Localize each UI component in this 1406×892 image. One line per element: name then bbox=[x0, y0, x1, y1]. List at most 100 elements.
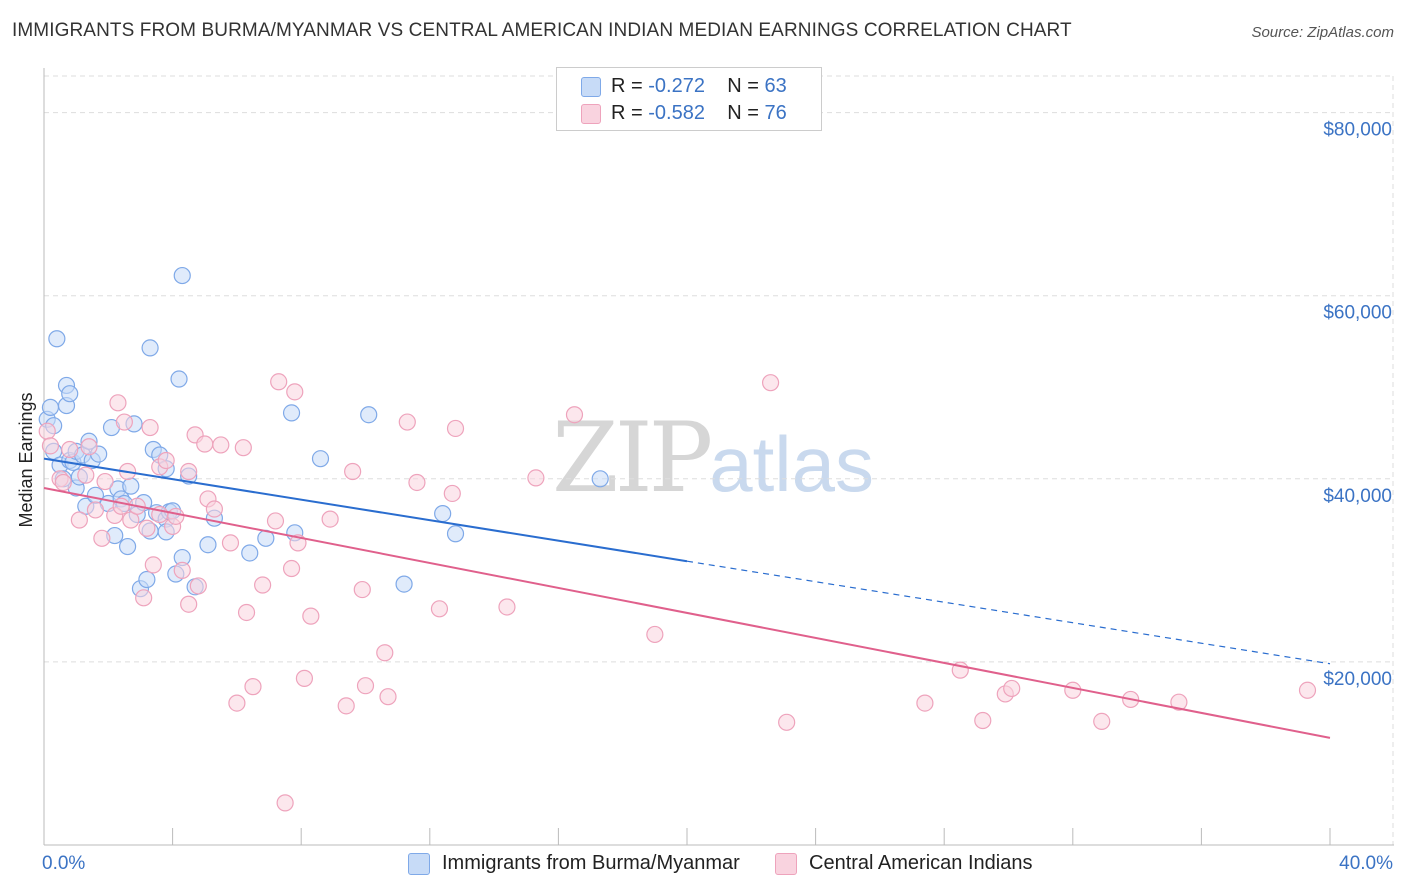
legend-n-label: N = bbox=[727, 75, 759, 97]
data-point bbox=[353, 580, 371, 599]
legend-r-value-burma: -0.272 bbox=[648, 75, 705, 97]
data-point bbox=[1003, 679, 1021, 698]
data-point bbox=[244, 678, 262, 696]
data-point bbox=[778, 713, 796, 731]
watermark-atlas: atlas bbox=[709, 420, 874, 508]
data-point bbox=[61, 440, 79, 459]
data-point bbox=[61, 385, 79, 403]
legend-n-value-burma: 63 bbox=[764, 75, 787, 97]
data-point bbox=[761, 374, 780, 392]
x-tick-label: 40.0% bbox=[1339, 853, 1393, 874]
data-point bbox=[180, 595, 198, 613]
data-point bbox=[138, 570, 156, 589]
data-point bbox=[344, 462, 362, 481]
data-point bbox=[434, 504, 452, 523]
data-point bbox=[443, 484, 461, 503]
data-point bbox=[199, 536, 217, 554]
data-point bbox=[167, 507, 185, 525]
data-point bbox=[356, 677, 375, 695]
data-point bbox=[254, 576, 272, 594]
data-point bbox=[122, 511, 140, 529]
data-point bbox=[180, 462, 198, 481]
data-point bbox=[70, 511, 88, 529]
series-name-burma: Immigrants from Burma/Myanmar bbox=[442, 852, 740, 874]
trend-lines bbox=[43, 457, 1331, 739]
data-point bbox=[170, 370, 188, 388]
chart-title: IMMIGRANTS FROM BURMA/MYANMAR VS CENTRAL… bbox=[12, 20, 1072, 41]
data-point bbox=[376, 644, 394, 662]
data-point bbox=[144, 556, 162, 574]
burma-trend-extension bbox=[686, 560, 1331, 665]
data-point bbox=[591, 470, 609, 488]
data-point bbox=[138, 519, 156, 537]
central-american-indian-points bbox=[38, 373, 1317, 812]
data-point bbox=[916, 694, 934, 712]
data-point bbox=[212, 436, 230, 454]
burma-trend-line bbox=[43, 457, 688, 563]
legend-n-value-central-american: 76 bbox=[764, 102, 787, 124]
data-point bbox=[80, 438, 98, 456]
data-point bbox=[118, 537, 137, 556]
data-point bbox=[234, 439, 252, 457]
data-point bbox=[77, 466, 95, 484]
data-point bbox=[109, 394, 127, 412]
data-point bbox=[974, 711, 992, 730]
data-point bbox=[189, 577, 207, 595]
data-point bbox=[276, 794, 294, 812]
data-point bbox=[565, 406, 584, 424]
legend-row-central-american: R = -0.582 N = 76 bbox=[581, 102, 787, 126]
central-american-trend-line bbox=[43, 486, 1331, 739]
series-legend-burma: Immigrants from Burma/Myanmar bbox=[408, 852, 740, 875]
legend-row-burma: R = -0.272 N = 63 bbox=[581, 75, 787, 99]
data-point bbox=[86, 501, 105, 519]
correlation-legend: R = -0.272 N = 63 R = -0.582 N = 76 bbox=[556, 67, 822, 131]
data-point bbox=[241, 544, 259, 562]
data-point bbox=[286, 383, 304, 401]
legend-r-label: R = bbox=[611, 102, 643, 124]
data-point bbox=[302, 607, 320, 625]
data-point bbox=[38, 422, 56, 440]
legend-swatch-pink bbox=[581, 103, 601, 124]
x-tick-labels: 0.0% 40.0% bbox=[42, 853, 1393, 874]
data-point bbox=[321, 510, 339, 528]
data-point bbox=[295, 669, 314, 687]
data-point bbox=[379, 688, 397, 706]
data-point bbox=[96, 472, 114, 491]
data-point bbox=[446, 419, 465, 438]
data-point bbox=[41, 437, 60, 455]
series-swatch-pink bbox=[775, 852, 797, 875]
data-point bbox=[398, 413, 416, 431]
data-point bbox=[237, 603, 256, 622]
legend-n-label: N = bbox=[727, 102, 759, 124]
x-tick-label: 0.0% bbox=[42, 853, 85, 874]
data-point bbox=[311, 450, 330, 468]
data-point bbox=[141, 418, 159, 437]
data-point bbox=[221, 534, 240, 552]
data-point bbox=[112, 497, 130, 515]
legend-swatch-blue bbox=[581, 76, 601, 97]
data-point bbox=[173, 266, 191, 285]
data-point bbox=[196, 435, 214, 453]
y-tick-label: $40,000 bbox=[1323, 486, 1392, 507]
source-credit: Source: ZipAtlas.com bbox=[1251, 24, 1394, 41]
axes bbox=[43, 68, 1394, 846]
data-point bbox=[1064, 681, 1082, 699]
data-point bbox=[270, 373, 288, 391]
data-point bbox=[48, 330, 66, 348]
data-point bbox=[395, 575, 413, 593]
data-point bbox=[408, 473, 426, 492]
data-point bbox=[157, 451, 175, 470]
y-tick-label: $20,000 bbox=[1323, 669, 1392, 690]
data-point bbox=[115, 413, 133, 431]
data-point bbox=[122, 477, 140, 495]
legend-r-label: R = bbox=[611, 75, 643, 97]
data-point bbox=[1093, 712, 1111, 731]
data-point bbox=[282, 559, 301, 578]
data-point bbox=[141, 339, 159, 357]
data-point bbox=[446, 525, 465, 543]
data-point bbox=[527, 469, 545, 487]
series-legend-central-american: Central American Indians bbox=[775, 852, 1032, 875]
data-point bbox=[360, 406, 378, 424]
data-point bbox=[54, 473, 72, 492]
